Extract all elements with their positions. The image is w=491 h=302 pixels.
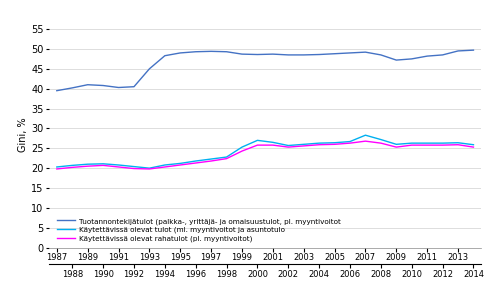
Legend: Tuotannontekijätulot (palkka-, yrittäjä- ja omaisuustulot, pl. myyntivoitot, Käy: Tuotannontekijätulot (palkka-, yrittäjä-… <box>57 218 341 242</box>
Y-axis label: Gini, %: Gini, % <box>18 117 28 152</box>
